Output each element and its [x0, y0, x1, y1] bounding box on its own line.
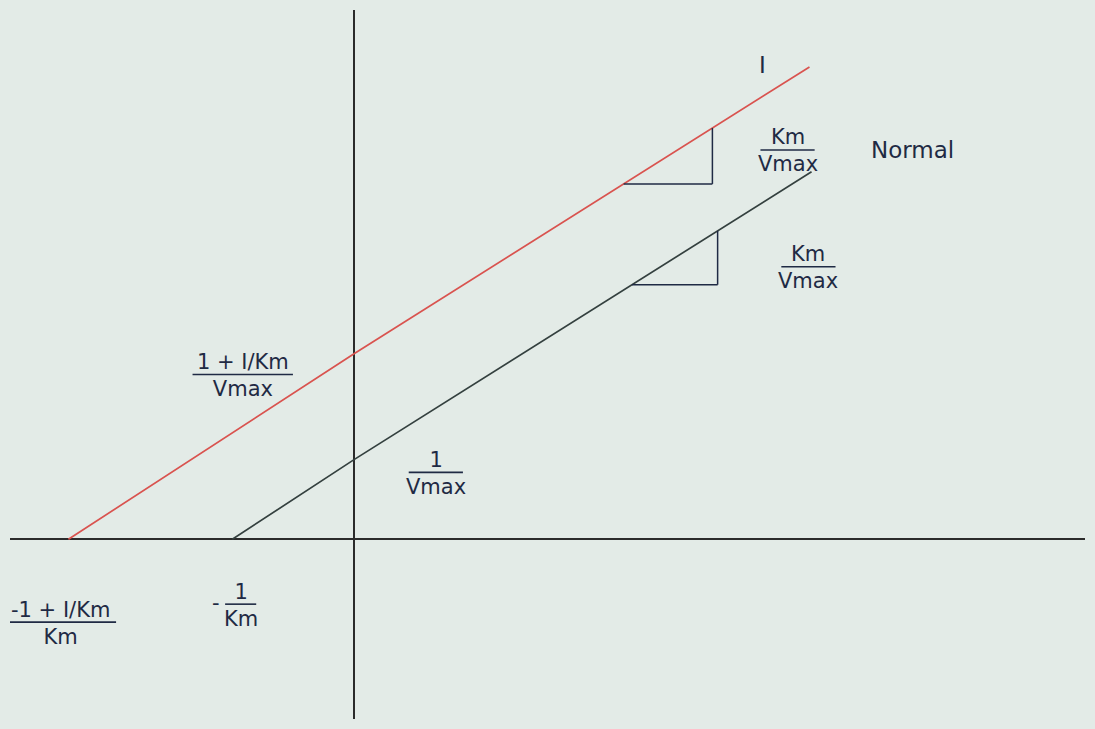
svg-text:1 + I/KmVmax: 1 + I/KmVmax: [197, 350, 289, 401]
svg-text:I: I: [759, 52, 766, 78]
svg-text:-1 + I/KmKm: -1 + I/KmKm: [11, 598, 110, 649]
svg-text:KmVmax: KmVmax: [778, 242, 838, 293]
svg-text:-: -: [212, 591, 220, 615]
svg-text:KmVmax: KmVmax: [758, 125, 818, 176]
svg-text:Normal: Normal: [871, 137, 954, 163]
svg-text:1Km: 1Km: [224, 580, 258, 631]
svg-text:1Vmax: 1Vmax: [406, 448, 466, 499]
